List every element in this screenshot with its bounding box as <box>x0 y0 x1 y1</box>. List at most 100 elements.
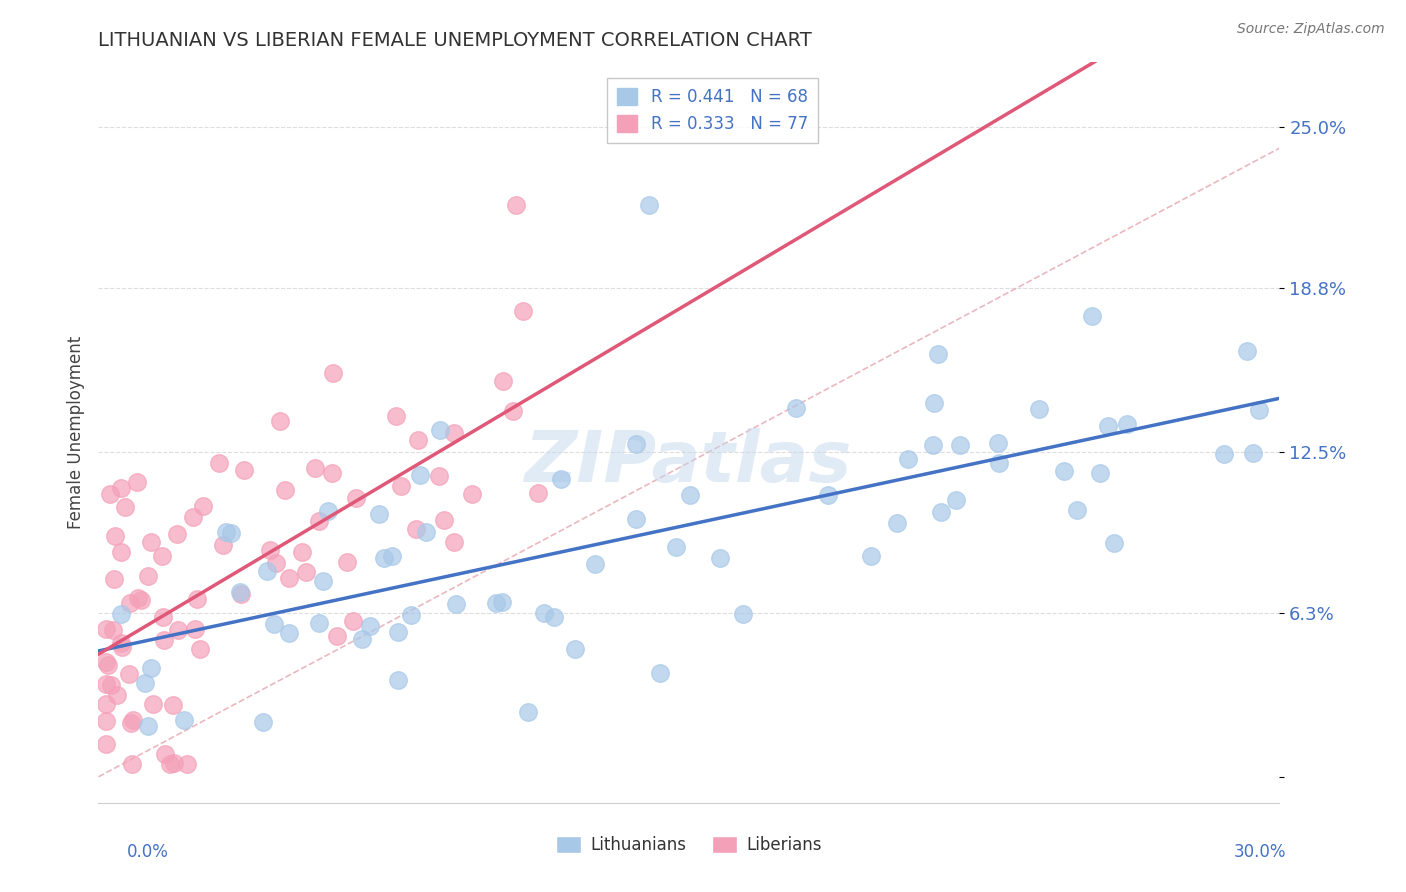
Point <box>125 475 148 490</box>
Point <box>103 572 125 586</box>
Point <box>433 513 456 527</box>
Point <box>153 747 176 762</box>
Point <box>136 568 159 582</box>
Point <box>100 677 122 691</box>
Point <box>111 640 134 654</box>
Point <box>208 456 231 470</box>
Point <box>987 436 1010 450</box>
Point <box>367 507 389 521</box>
Point <box>443 425 465 440</box>
Point <box>922 396 945 410</box>
Point <box>184 622 207 636</box>
Point <box>326 629 349 643</box>
Point <box>98 487 121 501</box>
Point <box>527 486 550 500</box>
Point <box>153 633 176 648</box>
Text: LITHUANIAN VS LIBERIAN FEMALE UNEMPLOYMENT CORRELATION CHART: LITHUANIAN VS LIBERIAN FEMALE UNEMPLOYME… <box>98 30 813 50</box>
Y-axis label: Female Unemployment: Female Unemployment <box>66 336 84 529</box>
Point <box>263 617 285 632</box>
Point <box>110 481 132 495</box>
Point <box>294 565 316 579</box>
Point <box>312 574 335 588</box>
Point <box>129 592 152 607</box>
Point <box>233 463 256 477</box>
Point <box>134 675 156 690</box>
Point <box>443 534 465 549</box>
Point <box>96 697 118 711</box>
Point <box>860 549 883 563</box>
Point <box>1066 502 1088 516</box>
Point <box>214 525 236 540</box>
Point <box>921 438 943 452</box>
Point <box>929 505 952 519</box>
Point <box>897 451 920 466</box>
Point <box>96 737 118 751</box>
Point <box>166 624 188 638</box>
Point <box>139 661 162 675</box>
Point <box>1102 536 1125 550</box>
Point <box>259 542 281 557</box>
Point <box>1247 403 1270 417</box>
Point <box>291 545 314 559</box>
Point <box>401 607 423 622</box>
Point <box>212 538 235 552</box>
Point <box>316 504 339 518</box>
Point <box>1236 343 1258 358</box>
Legend: Lithuanians, Liberians: Lithuanians, Liberians <box>548 830 830 861</box>
Point <box>96 655 118 669</box>
Text: ZIPatlas: ZIPatlas <box>526 428 852 497</box>
Point <box>945 492 967 507</box>
Point <box>1028 402 1050 417</box>
Point <box>256 564 278 578</box>
Point <box>391 478 413 492</box>
Point <box>665 540 688 554</box>
Point <box>336 555 359 569</box>
Point <box>533 606 555 620</box>
Point <box>460 487 482 501</box>
Point <box>359 618 381 632</box>
Point <box>1241 446 1264 460</box>
Point <box>110 545 132 559</box>
Point <box>385 409 408 423</box>
Point <box>409 468 432 483</box>
Point <box>927 347 949 361</box>
Point <box>564 641 586 656</box>
Point <box>648 665 671 680</box>
Point <box>188 642 211 657</box>
Point <box>181 509 204 524</box>
Text: 0.0%: 0.0% <box>127 843 169 861</box>
Point <box>342 615 364 629</box>
Point <box>159 756 181 771</box>
Point <box>252 714 274 729</box>
Point <box>381 549 404 564</box>
Point <box>142 697 165 711</box>
Point <box>96 657 118 672</box>
Point <box>110 607 132 622</box>
Point <box>886 516 908 530</box>
Point <box>229 586 252 600</box>
Point <box>229 585 252 599</box>
Point <box>485 596 508 610</box>
Point <box>987 457 1010 471</box>
Point <box>429 423 451 437</box>
Point <box>152 609 174 624</box>
Point <box>321 466 343 480</box>
Point <box>191 500 214 514</box>
Point <box>1088 466 1111 480</box>
Point <box>121 756 143 771</box>
Point <box>543 609 565 624</box>
Point <box>679 488 702 502</box>
Point <box>405 522 427 536</box>
Point <box>1213 447 1236 461</box>
Point <box>733 607 755 621</box>
Point <box>516 706 538 720</box>
Point <box>219 526 242 541</box>
Point <box>344 491 367 505</box>
Point <box>624 511 647 525</box>
Point <box>114 500 136 514</box>
Point <box>817 488 839 502</box>
Point <box>304 461 326 475</box>
Point <box>512 304 534 318</box>
Point <box>308 615 330 630</box>
Point <box>162 698 184 712</box>
